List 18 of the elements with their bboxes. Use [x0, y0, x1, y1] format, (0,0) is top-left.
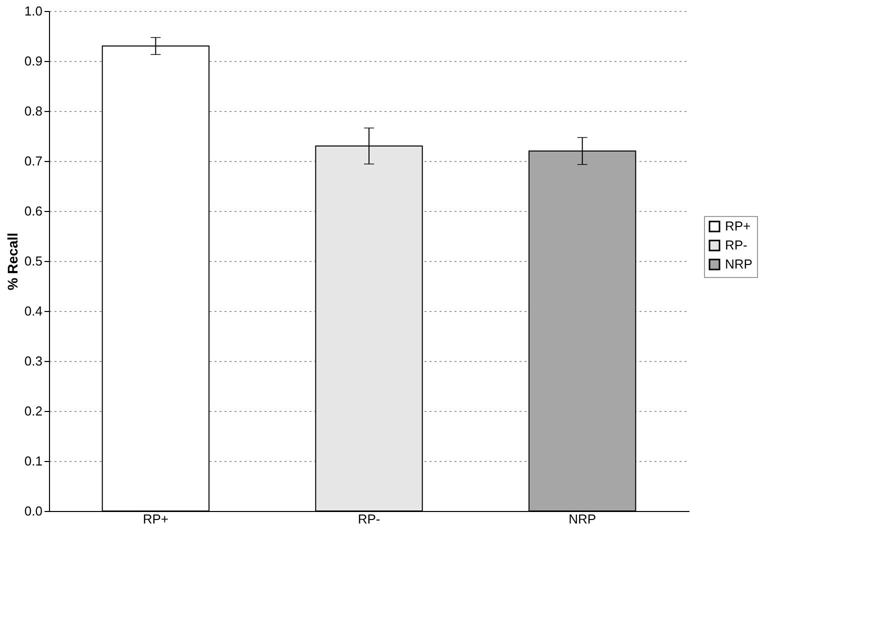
y-tick-label: 0.0 [24, 504, 42, 518]
legend-label: RP- [725, 238, 748, 252]
y-tick-label: 0.2 [24, 404, 42, 418]
legend-label: RP+ [725, 218, 751, 234]
y-tick-label: 0.9 [24, 54, 42, 68]
x-tick-label: RP- [358, 512, 380, 526]
x-tick-label: RP+ [142, 512, 168, 526]
y-tick-label: 0.1 [24, 454, 42, 468]
y-tick-label: 1.0 [24, 4, 42, 18]
y-axis-title: % Recall [4, 232, 20, 290]
y-tick-label: 0.5 [24, 254, 42, 268]
legend-label: NRP [725, 256, 752, 272]
y-tick-label: 0.6 [24, 204, 42, 218]
x-tick-label: NRP [568, 512, 596, 526]
y-tick-label: 0.3 [24, 354, 42, 368]
y-tick-label: 0.4 [24, 304, 42, 318]
y-tick-label: 0.8 [24, 104, 42, 118]
y-tick-label: 0.7 [24, 154, 42, 168]
